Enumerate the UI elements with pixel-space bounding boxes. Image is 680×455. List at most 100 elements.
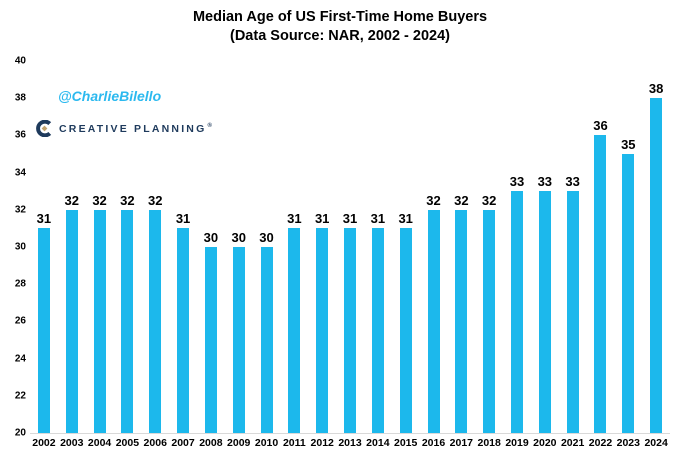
bar-column-2017: 32 [447,61,475,433]
bar-value-label: 32 [481,192,497,208]
x-tick-label-2009: 2009 [227,437,251,449]
bar-2018 [483,209,496,433]
bar-column-2012: 31 [308,61,336,433]
bar-2013 [344,228,357,433]
x-tick-label-2015: 2015 [394,437,418,449]
bar-column-2013: 31 [336,61,364,433]
bar-2005 [121,209,134,433]
plot-area: 31 32 32 32 32 31 30 30 30 31 31 31 31 31 32 32 32 33 33 33… [30,61,670,434]
bar-2022 [594,135,607,433]
bar-2007 [177,228,190,433]
y-tick-label: 38 [14,92,26,104]
bar-2003 [65,209,78,433]
bar-value-label: 31 [398,211,413,227]
x-tick-label-2016: 2016 [421,437,446,449]
x-tick-label-2004: 2004 [87,437,112,449]
bar-column-2024: 38 [642,61,670,433]
bar-2011 [288,228,301,433]
bar-2008 [204,247,217,433]
bar-2024 [650,98,663,433]
x-tick-label-2018: 2018 [477,437,501,449]
bar-value-label: 36 [593,118,608,134]
x-tick-label-2010: 2010 [254,437,279,449]
bar-column-2015: 31 [392,61,420,433]
x-tick-label-2008: 2008 [199,437,223,449]
bar-2019 [510,191,523,433]
bar-column-2006: 32 [141,61,169,433]
x-tick-label-2024: 2024 [644,437,668,449]
registered-mark: ® [207,123,215,129]
bar-value-label: 31 [314,211,330,227]
x-tick-label-2022: 2022 [588,437,613,449]
bar-column-2018: 32 [475,61,503,433]
bar-column-2005: 32 [113,61,141,433]
bar-column-2003: 32 [58,61,86,433]
x-tick-label-2023: 2023 [616,437,640,449]
bar-value-label: 31 [175,211,191,227]
bar-2009 [232,247,245,433]
bar-value-label: 32 [147,192,163,208]
x-tick-label-2005: 2005 [115,437,140,449]
bar-2015 [399,228,412,433]
bar-value-label: 31 [370,211,386,227]
bar-column-2008: 30 [197,61,225,433]
creative-planning-logo-icon [36,120,53,137]
bar-column-2020: 33 [531,61,559,433]
bar-column-2009: 30 [225,61,253,433]
x-tick-label-2012: 2012 [310,437,334,449]
chart-title: Median Age of US First-Time Home Buyers [192,9,488,25]
y-axis-labels: 20 22 24 26 28 30 32 34 36 38 40 [0,56,26,439]
bar-column-2011: 31 [280,61,308,433]
chart-title-block: Median Age of US First-Time Home Buyers … [0,8,680,46]
bar-column-2010: 30 [253,61,281,433]
x-tick-label-2013: 2013 [338,437,362,449]
bar-2021 [566,191,579,433]
creative-planning-logo: CREATIVE PLANNING® [36,120,214,137]
bar-value-label: 31 [342,211,358,227]
bar-2017 [455,209,468,433]
bar-value-label: 30 [203,230,219,245]
bars: 31 32 32 32 32 31 30 30 30 31 31 31 31 31 32 32 32 33 33 33… [30,61,670,433]
bar-2020 [538,191,551,433]
bar-value-label: 31 [36,211,52,227]
x-tick-label-2002: 2002 [32,437,56,449]
x-tick-label-2019: 2019 [505,437,529,449]
bar-value-label: 35 [621,137,636,152]
bar-value-label: 32 [426,192,441,208]
bar-column-2021: 33 [559,61,587,433]
bar-column-2022: 36 [587,61,615,433]
bar-value-label: 32 [92,192,107,208]
bar-value-label: 33 [509,174,525,190]
x-tick-label-2011: 2011 [282,437,306,449]
bar-column-2014: 31 [364,61,392,433]
bar-2010 [260,247,273,433]
bar-value-label: 31 [287,211,302,227]
bar-column-2023: 35 [614,61,642,433]
bar-value-label: 32 [454,192,469,208]
x-tick-label-2021: 2021 [560,437,585,449]
bar-value-label: 33 [565,174,580,190]
bar-value-label: 32 [120,192,135,208]
bar-column-2019: 33 [503,61,531,433]
y-tick-label: 26 [14,315,26,327]
bar-2023 [622,154,635,433]
creative-planning-wordmark: CREATIVE PLANNING® [59,122,215,135]
bar-2004 [93,209,106,433]
bar-2002 [37,228,50,433]
y-tick-label: 36 [14,129,26,141]
bar-column-2007: 31 [169,61,197,433]
bar-column-2002: 31 [30,61,58,433]
y-tick-label: 30 [14,241,26,253]
bar-2012 [316,228,329,433]
bar-column-2016: 32 [420,61,448,433]
x-tick-label-2003: 2003 [60,437,84,449]
x-tick-label-2007: 2007 [171,437,195,449]
bar-value-label: 30 [231,230,246,245]
y-tick-label: 40 [14,55,26,67]
bar-value-label: 38 [648,81,664,97]
x-tick-label-2017: 2017 [449,437,474,449]
y-tick-label: 20 [14,427,26,439]
x-tick-label-2006: 2006 [143,437,167,449]
y-tick-label: 32 [14,204,26,216]
